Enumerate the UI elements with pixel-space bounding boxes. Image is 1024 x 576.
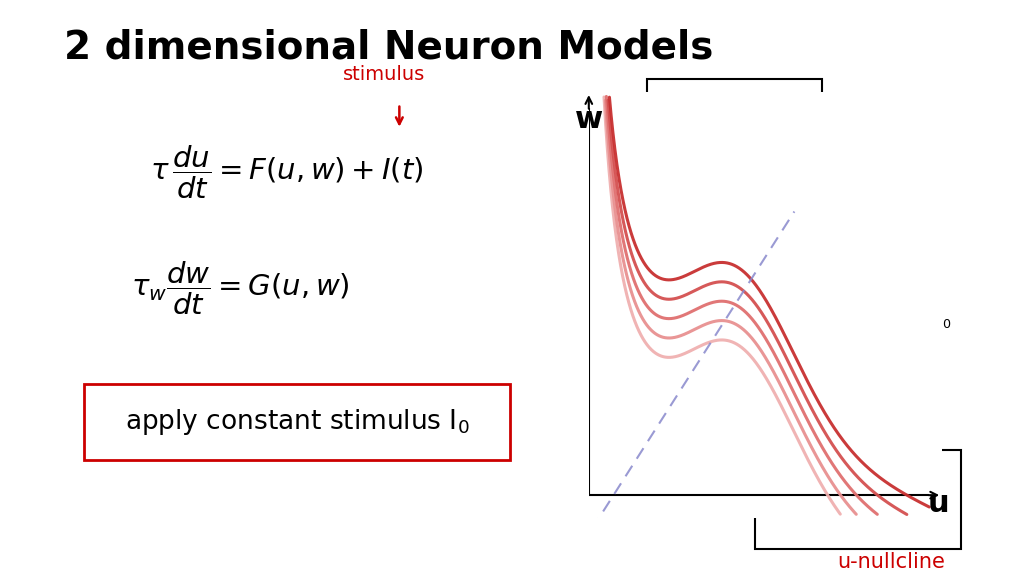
Text: w-nullcline: w-nullcline xyxy=(824,112,936,131)
Text: $\tau \, \dfrac{du}{dt} = F(u, w) + I(t)$: $\tau \, \dfrac{du}{dt} = F(u, w) + I(t)… xyxy=(151,144,423,202)
FancyBboxPatch shape xyxy=(755,450,961,549)
Text: 2 dimensional Neuron Models: 2 dimensional Neuron Models xyxy=(65,29,714,67)
Text: $\dfrac{du}{dt} = 0$: $\dfrac{du}{dt} = 0$ xyxy=(824,478,892,521)
Text: w: w xyxy=(574,105,603,134)
FancyBboxPatch shape xyxy=(647,79,822,166)
Text: u-nullcline: u-nullcline xyxy=(837,552,945,571)
FancyBboxPatch shape xyxy=(84,384,510,460)
Text: u: u xyxy=(928,489,949,518)
Text: $\dfrac{dw}{dt} = 0$: $\dfrac{dw}{dt} = 0$ xyxy=(698,100,770,143)
Text: stimulus: stimulus xyxy=(343,65,425,84)
Text: apply constant stimulus I$_0$: apply constant stimulus I$_0$ xyxy=(125,407,469,437)
Text: I(t)=I$_0$: I(t)=I$_0$ xyxy=(896,309,952,330)
Text: $\tau_w \dfrac{dw}{dt} = G(u, w)$: $\tau_w \dfrac{dw}{dt} = G(u, w)$ xyxy=(131,259,350,317)
